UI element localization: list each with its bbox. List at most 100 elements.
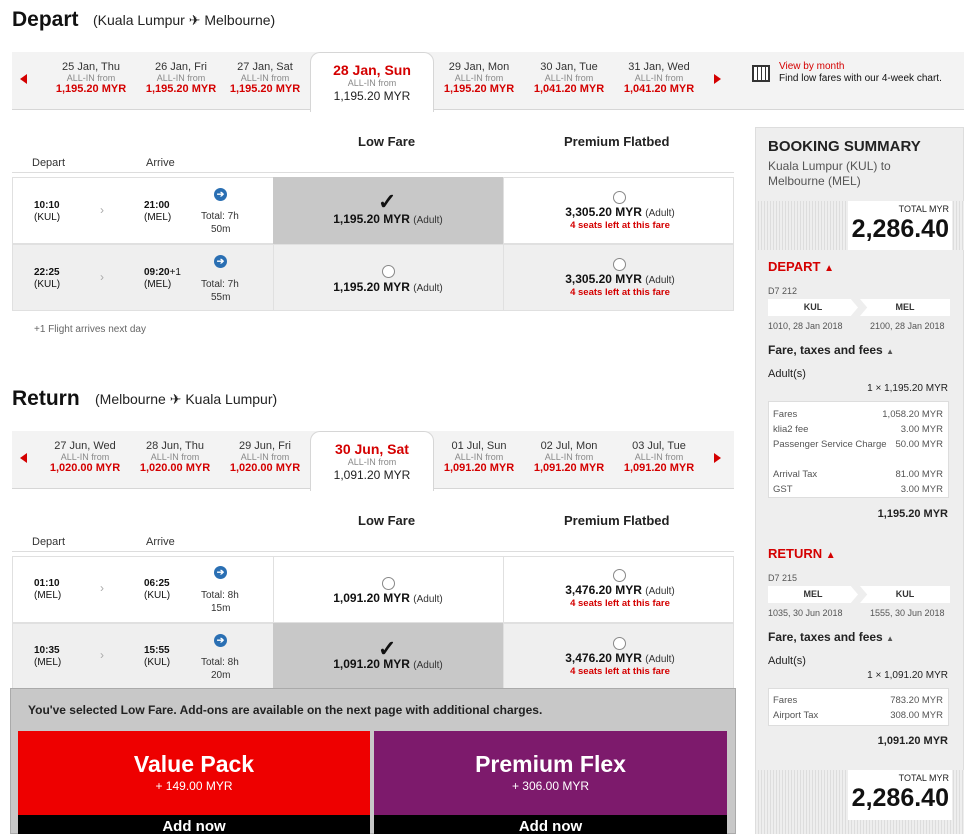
low-fare-header: Low Fare — [358, 513, 416, 528]
arrive-col-label: Arrive — [146, 157, 175, 169]
date-option[interactable]: 27 Jun, Wed ALL-IN from 1,020.00 MYR — [49, 440, 121, 474]
date-option[interactable]: 25 Jan, Thu ALL-IN from 1,195.20 MYR — [55, 61, 127, 95]
dep-datetime: 1010, 28 Jan 2018 — [768, 321, 843, 331]
route-from: MEL — [768, 586, 858, 603]
next-dates-arrow-icon[interactable] — [714, 453, 721, 463]
date-option[interactable]: 03 Jul, Tue ALL-IN from 1,091.20 MYR — [623, 440, 695, 474]
value-pack-price: + 149.00 MYR — [155, 779, 233, 793]
total-amount: 2,286.40 — [851, 215, 949, 243]
date-option-selected[interactable]: 30 Jun, Sat ALL-IN from 1,091.20 MYR — [310, 431, 434, 491]
low-fare-cell-selected[interactable] — [273, 177, 503, 244]
view-by-month-link[interactable]: View by month — [779, 61, 845, 72]
summary-depart-label: DEPART ▲ — [768, 259, 835, 274]
premium-fare-radio[interactable] — [613, 637, 626, 650]
depart-col-label: Depart — [32, 157, 66, 169]
value-pack-add-button[interactable]: Add now — [18, 815, 370, 834]
view-by-month-desc: Find low fares with our 4-week chart. — [779, 73, 942, 84]
adults-label: Adult(s) — [768, 368, 806, 380]
chevron-right-icon: › — [100, 203, 104, 217]
premium-fare-radio[interactable] — [613, 569, 626, 582]
total-duration: Total: 8h 15m — [201, 590, 239, 614]
total-label: TOTAL MYR — [898, 773, 949, 783]
flight-details-icon[interactable]: ➔ — [214, 634, 227, 647]
dep-datetime: 1035, 30 Jun 2018 — [768, 608, 843, 618]
flight-details-icon[interactable]: ➔ — [214, 188, 227, 201]
date-option[interactable]: 26 Jan, Fri ALL-IN from 1,195.20 MYR — [145, 61, 217, 95]
caret-up-icon: ▲ — [886, 347, 894, 356]
low-fare-cell-selected[interactable] — [273, 623, 503, 689]
total-box — [848, 770, 952, 820]
flight-details-icon[interactable]: ➔ — [214, 255, 227, 268]
flight-details-icon[interactable]: ➔ — [214, 566, 227, 579]
adult-line: 1 × 1,195.20 MYR — [867, 383, 948, 394]
divider — [503, 623, 504, 689]
return-title: Return — [12, 387, 80, 410]
next-day-note: +1 Flight arrives next day — [34, 324, 146, 335]
value-pack-card[interactable]: Value Pack + 149.00 MYR Add now — [18, 731, 370, 834]
adults-label: Adult(s) — [768, 655, 806, 667]
summary-route: Kuala Lumpur (KUL) to Melbourne (MEL) — [768, 159, 891, 188]
adult-line: 1 × 1,091.20 MYR — [867, 670, 948, 681]
date-option[interactable]: 31 Jan, Wed ALL-IN from 1,041.20 MYR — [623, 61, 695, 95]
total-box — [848, 201, 952, 250]
divider — [503, 244, 504, 311]
fare-breakdown-toggle[interactable]: Fare, taxes and fees ▲ — [768, 630, 894, 644]
date-option[interactable]: 30 Jan, Tue ALL-IN from 1,041.20 MYR — [533, 61, 605, 95]
prev-dates-arrow-icon[interactable] — [20, 74, 27, 84]
date-option[interactable]: 29 Jan, Mon ALL-IN from 1,195.20 MYR — [443, 61, 515, 95]
divider — [273, 556, 274, 623]
next-dates-arrow-icon[interactable] — [714, 74, 721, 84]
premium-flex-card[interactable]: Premium Flex + 306.00 MYR Add now — [374, 731, 727, 834]
arrive-col-label: Arrive — [146, 536, 175, 548]
calendar-icon[interactable] — [752, 65, 770, 82]
divider — [503, 177, 504, 244]
summary-return-label: RETURN ▲ — [768, 546, 836, 561]
low-fare-radio[interactable] — [382, 577, 395, 590]
addons-message: You've selected Low Fare. Add-ons are av… — [28, 703, 543, 717]
chevron-right-icon: › — [100, 648, 104, 662]
prev-dates-arrow-icon[interactable] — [20, 453, 27, 463]
date-option[interactable]: 27 Jan, Sat ALL-IN from 1,195.20 MYR — [229, 61, 301, 95]
premium-fare-radio[interactable] — [613, 258, 626, 271]
flight-row — [12, 244, 734, 311]
depart-title: Depart — [12, 8, 79, 31]
premium-fare-radio[interactable] — [613, 191, 626, 204]
caret-up-icon: ▲ — [886, 634, 894, 643]
checkmark-icon: ✓ — [378, 636, 397, 661]
dep-time: 22:25 (KUL) — [34, 267, 61, 290]
divider — [503, 556, 504, 623]
caret-up-icon: ▲ — [824, 263, 835, 274]
premium-fare-price: 3,305.20 MYR (Adult) 4 seats left at this… — [565, 272, 675, 298]
fare-item-values: 1,058.20 MYR 3.00 MYR 50.00 MYR 81.00 MYR 3.… — [882, 409, 943, 495]
route-from: KUL — [768, 299, 858, 316]
total-amount: 2,286.40 — [851, 784, 949, 812]
return-route: (Melbourne ✈ Kuala Lumpur) — [95, 391, 278, 407]
checkmark-icon: ✓ — [378, 189, 397, 214]
value-pack-title: Value Pack — [133, 751, 255, 777]
fare-breakdown-toggle[interactable]: Fare, taxes and fees ▲ — [768, 343, 894, 357]
premium-fare-price: 3,476.20 MYR (Adult) 4 seats left at this… — [565, 583, 675, 609]
total-label: TOTAL MYR — [898, 204, 949, 214]
low-fare-radio[interactable] — [382, 265, 395, 278]
premium-flex-add-button[interactable]: Add now — [374, 815, 727, 834]
total-duration: Total: 7h 50m — [201, 211, 239, 235]
dep-time: 10:35 (MEL) — [34, 645, 62, 668]
summary-title: BOOKING SUMMARY — [768, 138, 921, 155]
fare-item-values: 783.20 MYR 308.00 MYR — [890, 695, 943, 721]
divider — [273, 244, 274, 311]
date-option-selected[interactable]: 28 Jan, Sun ALL-IN from 1,195.20 MYR — [310, 52, 434, 112]
arr-time: 09:20+1 (MEL) — [144, 267, 181, 290]
date-option[interactable]: 01 Jul, Sun ALL-IN from 1,091.20 MYR — [443, 440, 515, 474]
low-fare-price: 1,091.20 MYR (Adult) — [333, 657, 443, 671]
low-fare-header: Low Fare — [358, 134, 416, 149]
low-fare-price: 1,195.20 MYR (Adult) — [333, 280, 443, 294]
total-duration: Total: 7h 55m — [201, 279, 239, 303]
flight-row — [12, 556, 734, 623]
route-to: KUL — [860, 586, 950, 603]
fare-item-names: Fares Airport Tax — [773, 695, 819, 721]
date-option[interactable]: 02 Jul, Mon ALL-IN from 1,091.20 MYR — [533, 440, 605, 474]
dep-time: 01:10 (MEL) — [34, 578, 62, 601]
date-option[interactable]: 29 Jun, Fri ALL-IN from 1,020.00 MYR — [229, 440, 301, 474]
arr-datetime: 1555, 30 Jun 2018 — [870, 608, 945, 618]
date-option[interactable]: 28 Jun, Thu ALL-IN from 1,020.00 MYR — [139, 440, 211, 474]
